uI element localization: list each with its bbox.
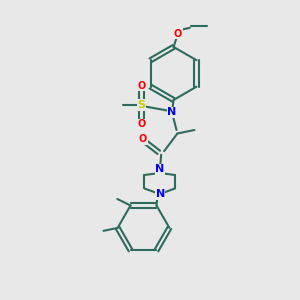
Text: N: N: [156, 189, 165, 199]
Text: O: O: [139, 134, 147, 144]
Text: N: N: [167, 107, 177, 117]
Text: O: O: [174, 29, 182, 39]
Text: O: O: [137, 81, 145, 91]
Text: O: O: [137, 119, 145, 129]
Text: N: N: [155, 164, 164, 174]
Text: S: S: [137, 100, 145, 110]
